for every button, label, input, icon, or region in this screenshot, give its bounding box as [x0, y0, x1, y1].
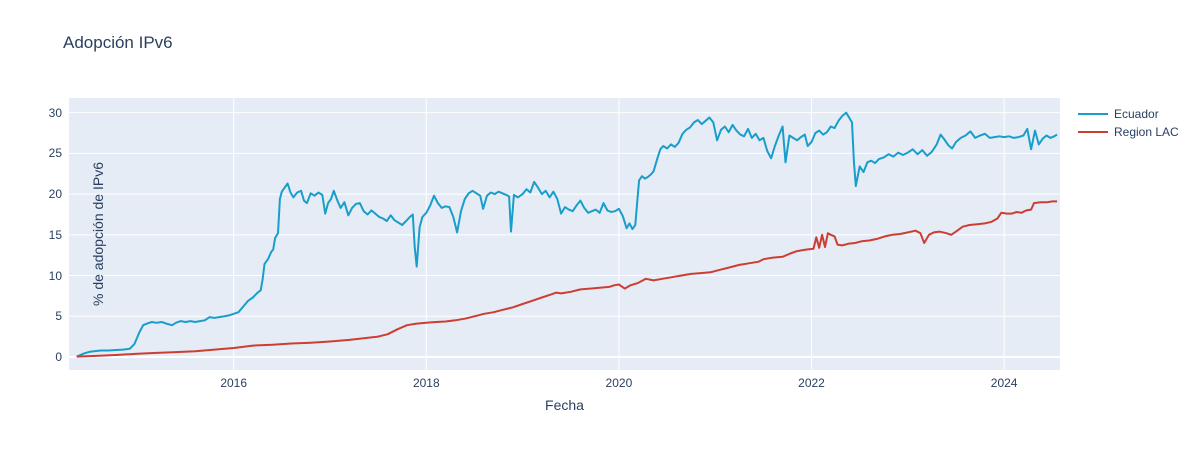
- legend-label: Ecuador: [1114, 107, 1159, 121]
- y-tick-label: 25: [48, 146, 62, 161]
- x-tick-label: 2016: [220, 376, 248, 390]
- y-tick-label: 10: [48, 268, 62, 283]
- legend-label: Region LAC: [1114, 125, 1179, 139]
- ecuador-line: [76, 111, 1058, 358]
- y-tick-label: 5: [55, 309, 62, 324]
- x-tick-label: 2018: [412, 376, 440, 390]
- legend-line-swatch: [1078, 130, 1108, 134]
- legend: Ecuador Region LAC: [1078, 105, 1179, 141]
- y-tick-label: 0: [55, 349, 62, 364]
- region-lac-line: [76, 200, 1058, 358]
- x-axis-title: Fecha: [545, 397, 584, 413]
- plot-canvas[interactable]: [69, 98, 1060, 370]
- x-tick-label: 2020: [605, 376, 633, 390]
- legend-item-region-lac[interactable]: Region LAC: [1078, 123, 1179, 141]
- plot-area[interactable]: [69, 98, 1060, 370]
- x-tick-label: 2024: [990, 376, 1018, 390]
- y-tick-label: 20: [48, 187, 62, 202]
- y-tick-label: 15: [48, 227, 62, 242]
- chart-title: Adopción IPv6: [63, 33, 173, 52]
- legend-item-ecuador[interactable]: Ecuador: [1078, 105, 1179, 123]
- x-tick-label: 2022: [798, 376, 825, 390]
- y-axis-title: % de adopción de IPv6: [90, 162, 106, 306]
- legend-line-swatch: [1078, 112, 1108, 116]
- y-tick-label: 30: [48, 105, 62, 120]
